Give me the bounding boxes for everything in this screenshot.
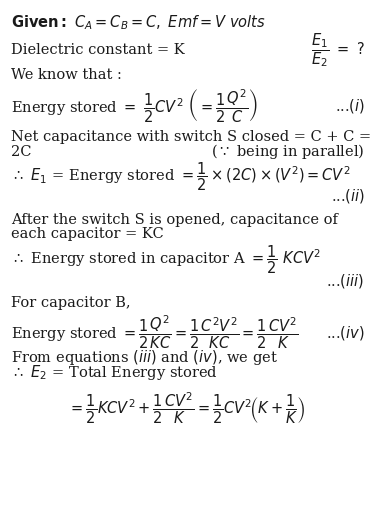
Text: $\therefore$ Energy stored in capacitor A $= \dfrac{1}{2}\ KCV^2$: $\therefore$ Energy stored in capacitor …: [11, 243, 321, 276]
Text: $\therefore\ E_2$ = Total Energy stored: $\therefore\ E_2$ = Total Energy stored: [11, 363, 218, 382]
Text: $= \dfrac{1}{2}KCV^2 + \dfrac{1}{2}\dfrac{CV^2}{K} = \dfrac{1}{2}CV^2\!\left(K +: $= \dfrac{1}{2}KCV^2 + \dfrac{1}{2}\dfra…: [68, 391, 305, 426]
Text: Energy stored $= \dfrac{1}{2}\dfrac{Q^2}{KC} = \dfrac{1}{2}\dfrac{C^2V^2}{KC} = : Energy stored $= \dfrac{1}{2}\dfrac{Q^2}…: [11, 314, 299, 351]
Text: each capacitor = KC: each capacitor = KC: [11, 227, 164, 241]
Text: $\therefore\ E_1$ = Energy stored $=\dfrac{1}{2}\times (2C)\times (V^2) = CV^2$: $\therefore\ E_1$ = Energy stored $=\dfr…: [11, 160, 351, 193]
Text: $\dfrac{E_1}{E_2}\ =\ ?$: $\dfrac{E_1}{E_2}\ =\ ?$: [311, 31, 365, 69]
Text: 2C: 2C: [11, 145, 32, 158]
Text: From equations $(iii)$ and $(iv)$, we get: From equations $(iii)$ and $(iv)$, we ge…: [11, 348, 278, 367]
Text: After the switch S is opened, capacitance of: After the switch S is opened, capacitanc…: [11, 213, 338, 227]
Text: Dielectric constant = K: Dielectric constant = K: [11, 43, 185, 57]
Text: ...$(iii)$: ...$(iii)$: [326, 272, 365, 290]
Text: ...$(iv)$: ...$(iv)$: [326, 324, 365, 342]
Text: Energy stored $=\ \dfrac{1}{2}CV^2\ \left(=\dfrac{1}{2}\dfrac{Q^2}{C}\right)$: Energy stored $=\ \dfrac{1}{2}CV^2\ \lef…: [11, 87, 258, 125]
Text: $\mathbf{Given :}\ C_A = C_B = C,\ Emf = V\ volts$: $\mathbf{Given :}\ C_A = C_B = C,\ Emf =…: [11, 13, 266, 32]
Text: We know that :: We know that :: [11, 68, 122, 82]
Text: ($\because$ being in parallel): ($\because$ being in parallel): [211, 142, 365, 161]
Text: For capacitor B,: For capacitor B,: [11, 296, 131, 310]
Text: ...$(ii)$: ...$(ii)$: [331, 187, 365, 205]
Text: Net capacitance with switch S closed = C + C =: Net capacitance with switch S closed = C…: [11, 130, 371, 144]
Text: ...$(i)$: ...$(i)$: [335, 97, 365, 115]
